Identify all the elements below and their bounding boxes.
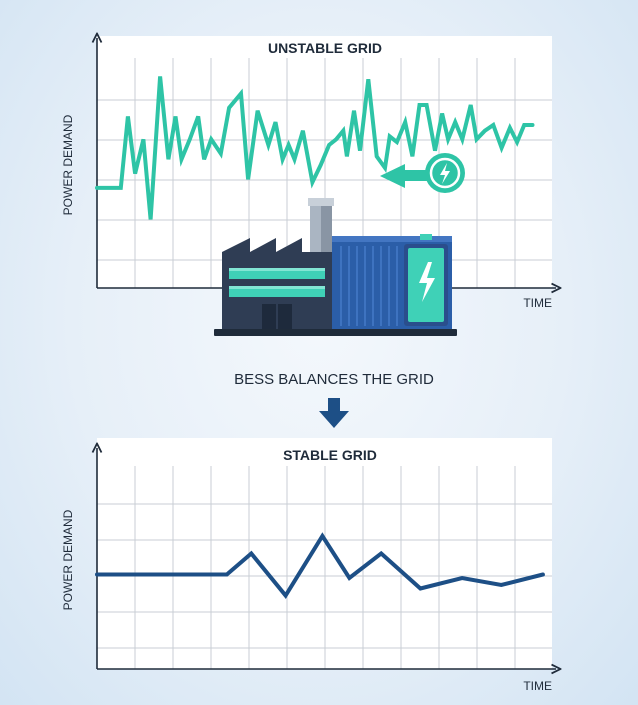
battery-lightning-icon (419, 262, 435, 302)
unstable-x-axis-label: TIME (523, 296, 552, 310)
battery-container-icon (332, 234, 452, 330)
battery-charge-level (408, 248, 444, 322)
arrow-down-icon (319, 398, 349, 428)
unstable-demand-series-line (95, 76, 535, 220)
unstable-y-axis-label: POWER DEMAND (61, 114, 75, 215)
unstable-chart-title: UNSTABLE GRID (268, 40, 382, 56)
stable-chart-title: STABLE GRID (283, 447, 377, 463)
bess-caption: BESS BALANCES THE GRID (234, 371, 434, 388)
stable-grid-chart: STABLE GRID POWER DEMAND TIME (61, 438, 556, 693)
factory-icon (222, 238, 332, 334)
illustration-base (214, 329, 457, 336)
factory-chimney (308, 198, 334, 256)
stable-x-axis-label: TIME (523, 679, 552, 693)
stable-y-axis-label: POWER DEMAND (61, 509, 75, 610)
bess-illustration (214, 198, 457, 336)
lightning-bolt-icon (440, 163, 450, 184)
charging-indicator (380, 153, 465, 193)
stable-demand-series-line (95, 532, 545, 599)
